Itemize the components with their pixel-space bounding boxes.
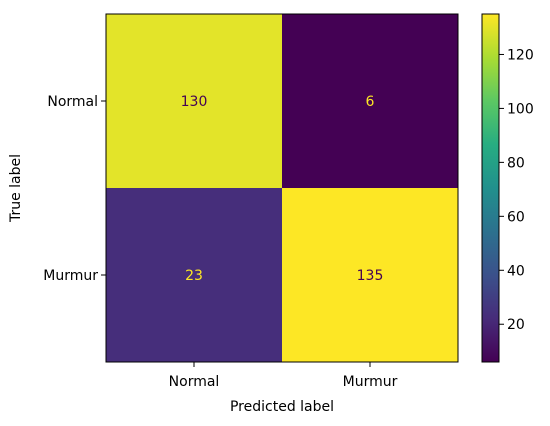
x-axis-label: Predicted label	[230, 399, 334, 415]
colorbar-tick-label: 80	[507, 155, 525, 171]
heatmap-cell	[282, 188, 458, 362]
colorbar-tick-label: 20	[507, 317, 525, 333]
y-axis-label: True label	[8, 154, 24, 223]
heatmap-cell	[106, 14, 282, 188]
y-tick-label: Murmur	[43, 268, 98, 284]
heatmap-cell	[106, 188, 282, 362]
colorbar-tick-label: 120	[507, 47, 534, 63]
colorbar	[481, 13, 500, 363]
colorbar-tick-label: 100	[507, 101, 534, 117]
plot-frame	[105, 13, 459, 363]
x-tick-label: Normal	[169, 374, 220, 390]
x-tick-label: Murmur	[343, 374, 398, 390]
colorbar-tick-label: 60	[507, 209, 525, 225]
cell-value-label: 23	[185, 268, 203, 284]
colorbar-tick-label: 40	[507, 263, 525, 279]
cell-value-label: 135	[357, 268, 384, 284]
cell-value-label: 130	[181, 94, 208, 110]
y-tick-label: Normal	[47, 94, 98, 110]
heatmap-cell	[282, 14, 458, 188]
cell-value-label: 6	[366, 94, 375, 110]
